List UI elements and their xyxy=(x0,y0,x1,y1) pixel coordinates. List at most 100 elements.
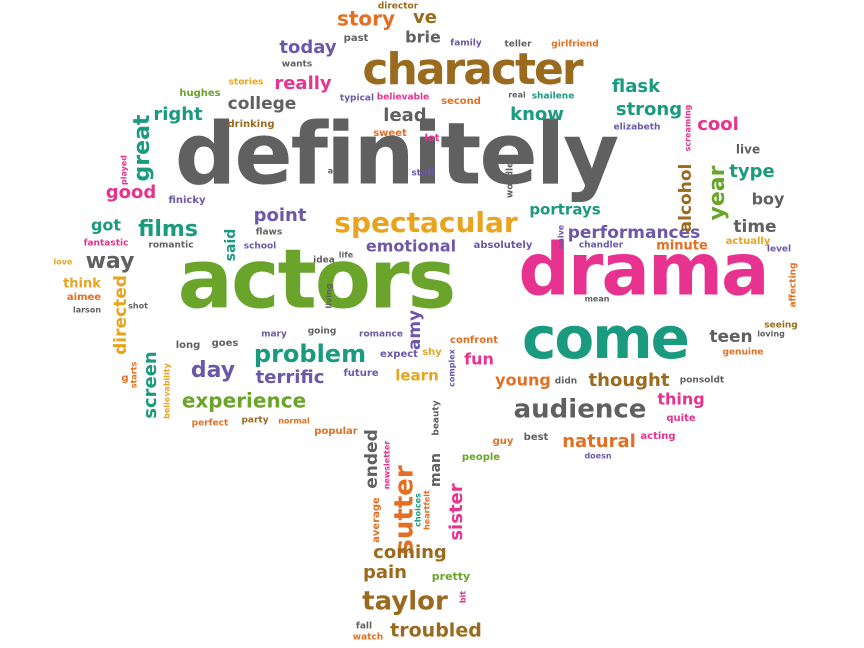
word-chandler: chandler xyxy=(579,241,624,251)
word-know: know xyxy=(510,104,564,125)
word-played: played xyxy=(120,155,129,185)
word-romantic: romantic xyxy=(148,241,193,251)
word-genuine: genuine xyxy=(723,348,764,358)
word-wants: wants xyxy=(282,60,312,70)
word-actually: actually xyxy=(726,236,771,247)
word-family: family xyxy=(450,39,482,49)
word-choices: choices xyxy=(414,493,423,527)
word-lead: lead xyxy=(383,105,426,126)
word-audience: audience xyxy=(514,395,647,425)
word-pain: pain xyxy=(363,562,407,583)
word-teller: teller xyxy=(504,40,532,50)
word-drama: drama xyxy=(518,228,767,312)
word-party: party xyxy=(241,416,268,426)
word-absolutely: absolutely xyxy=(474,240,533,251)
word-emotional: emotional xyxy=(366,237,456,256)
word-got: got xyxy=(91,216,121,235)
word-ve: ve xyxy=(413,7,437,28)
word-teen: teen xyxy=(709,327,752,347)
word-character: character xyxy=(362,44,583,95)
word-bit: bit xyxy=(459,591,468,603)
word-living: living xyxy=(325,283,334,308)
word-woodley: woodley xyxy=(506,156,516,198)
word-g: g xyxy=(121,373,128,384)
word-acting: acting xyxy=(640,431,675,442)
word-year: year xyxy=(705,165,730,220)
word-cool: cool xyxy=(697,114,739,135)
word-coming: coming xyxy=(373,542,447,563)
word-right: right xyxy=(153,104,203,125)
word-level: level xyxy=(767,245,791,255)
word-flaws: flaws xyxy=(256,228,282,238)
word-confront: confront xyxy=(450,335,498,346)
word-portrays: portrays xyxy=(529,201,600,219)
word-watch: watch xyxy=(353,633,383,643)
word-seeing: seeing xyxy=(764,321,798,331)
word-stuff: stuff xyxy=(411,169,435,179)
word-expect: expect xyxy=(380,349,418,360)
word-troubled: troubled xyxy=(390,620,482,642)
word-type: type xyxy=(729,161,774,182)
word-hughes: hughes xyxy=(179,88,220,99)
word-fun: fun xyxy=(464,350,494,369)
word-great: great xyxy=(130,114,155,181)
word-average: average xyxy=(371,497,382,543)
word-director: director xyxy=(378,2,419,12)
word-typical: typical xyxy=(340,94,374,104)
word-romance: romance xyxy=(359,330,403,340)
word-fantastic: fantastic xyxy=(84,239,129,249)
word-normal: normal xyxy=(278,417,310,426)
word-taylor: taylor xyxy=(362,587,448,617)
word-screen: screen xyxy=(140,351,161,419)
word-fall: fall xyxy=(356,622,372,632)
word-brie: brie xyxy=(405,28,441,47)
word-good: good xyxy=(106,182,157,203)
word-popular: popular xyxy=(314,426,357,437)
word-naive: naive xyxy=(557,224,566,249)
word-time: time xyxy=(733,217,776,237)
word-going: going xyxy=(308,327,337,337)
word-minute: minute xyxy=(656,239,708,254)
word-experience: experience xyxy=(182,389,306,413)
word-lot: lot xyxy=(424,133,439,144)
word-quite: quite xyxy=(666,413,695,424)
word-actors: actors xyxy=(178,232,455,327)
word-shailene: shailene xyxy=(532,92,575,102)
word-college: college xyxy=(228,94,297,114)
word-point: point xyxy=(254,205,307,226)
word-shot: shot xyxy=(128,302,148,311)
word-thing: thing xyxy=(657,390,704,409)
word-girlfriend: girlfriend xyxy=(551,40,598,50)
word-come: come xyxy=(522,304,688,372)
word-second: second xyxy=(441,96,481,107)
word-mean: mean xyxy=(585,295,610,304)
word-believable: believable xyxy=(377,93,429,103)
word-think: think xyxy=(63,277,101,292)
word-really: really xyxy=(274,73,332,94)
word-believability: believability xyxy=(163,362,172,418)
word-pretty: pretty xyxy=(432,570,470,583)
word-alcohol: alcohol xyxy=(676,164,696,233)
word-goes: goes xyxy=(212,338,239,349)
word-live: live xyxy=(736,143,760,157)
word-long: long xyxy=(176,340,201,351)
word-performances: performances xyxy=(568,223,701,243)
word-mary: mary xyxy=(261,330,287,340)
word-stories: stories xyxy=(229,78,264,88)
word-sutter: sutter xyxy=(390,465,420,554)
word-ponsoldt: ponsoldt xyxy=(680,376,725,386)
word-aimee: aimee xyxy=(67,292,101,303)
word-directed: directed xyxy=(111,275,131,355)
word-said: said xyxy=(223,229,239,262)
word-best: best xyxy=(524,432,549,443)
word-drinking: drinking xyxy=(228,119,275,130)
word-idea: idea xyxy=(313,256,335,266)
word-doesn: doesn xyxy=(584,452,611,461)
word-films: films xyxy=(138,217,198,242)
word-sister: sister xyxy=(446,483,467,540)
word-sweet: sweet xyxy=(373,128,407,139)
word-definitely: definitely xyxy=(175,104,618,204)
word-young: young xyxy=(495,371,551,390)
word-heartfelt: heartfelt xyxy=(423,490,432,530)
